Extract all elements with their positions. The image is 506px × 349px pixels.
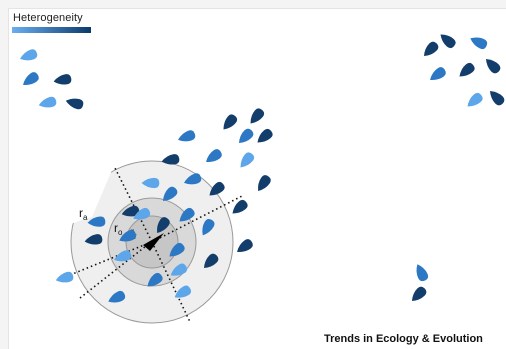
fish-29 <box>258 175 271 191</box>
radius-line-right <box>151 194 245 243</box>
fish-12 <box>467 92 483 107</box>
fish-44 <box>147 272 163 287</box>
fish-45 <box>108 290 126 303</box>
fish-2 <box>53 74 72 85</box>
radius-label-orientation: ro <box>114 221 123 237</box>
fish-23 <box>141 177 160 189</box>
fish-32 <box>179 207 195 222</box>
journal-credit: Trends in Ecology & Evolution <box>324 333 483 345</box>
fish-6 <box>423 41 439 57</box>
fish-46 <box>174 285 192 298</box>
fish-18 <box>250 108 265 124</box>
fish-31 <box>133 207 151 220</box>
fish-5 <box>65 98 84 110</box>
fish-34 <box>84 234 103 245</box>
fish-10 <box>459 62 475 77</box>
fish-20 <box>206 149 222 162</box>
fish-9 <box>430 67 446 80</box>
fish-39 <box>169 242 185 257</box>
fish-43 <box>170 263 188 276</box>
fish-22 <box>257 128 273 143</box>
heterogeneity-gradient-bar <box>12 27 91 33</box>
fish-7 <box>440 34 456 49</box>
blind-angle-line-lower-2 <box>79 245 147 299</box>
fish-4 <box>38 96 57 108</box>
fish-27 <box>162 186 178 202</box>
fish-3 <box>23 72 39 85</box>
fish-25 <box>240 152 255 168</box>
fish-8 <box>470 37 488 50</box>
fish-38 <box>114 250 132 262</box>
fish-33 <box>232 199 248 214</box>
fish-24 <box>184 173 202 185</box>
fish-40 <box>237 239 253 252</box>
focal-individual <box>143 233 164 251</box>
fish-group <box>20 34 505 303</box>
radius-line-top <box>113 165 153 243</box>
fish-11 <box>485 58 501 74</box>
fish-19 <box>161 154 180 165</box>
fish-41 <box>203 253 219 269</box>
fish-30 <box>87 216 106 227</box>
fish-42 <box>55 271 74 283</box>
fish-15 <box>411 286 427 302</box>
radius-label-attraction: ra <box>79 206 88 222</box>
fish-16 <box>178 130 196 142</box>
fish-21 <box>238 128 254 144</box>
fish-13 <box>489 90 505 106</box>
fish-37 <box>202 218 215 236</box>
fish-17 <box>223 114 238 130</box>
fish-26 <box>121 205 140 217</box>
fish-1 <box>20 49 38 61</box>
legend-title: Heterogeneity <box>13 12 83 24</box>
fish-14 <box>416 264 429 282</box>
fish-36 <box>157 217 170 233</box>
fish-28 <box>209 181 225 196</box>
radius-line-bottom <box>151 241 191 323</box>
fish-35 <box>119 229 137 242</box>
